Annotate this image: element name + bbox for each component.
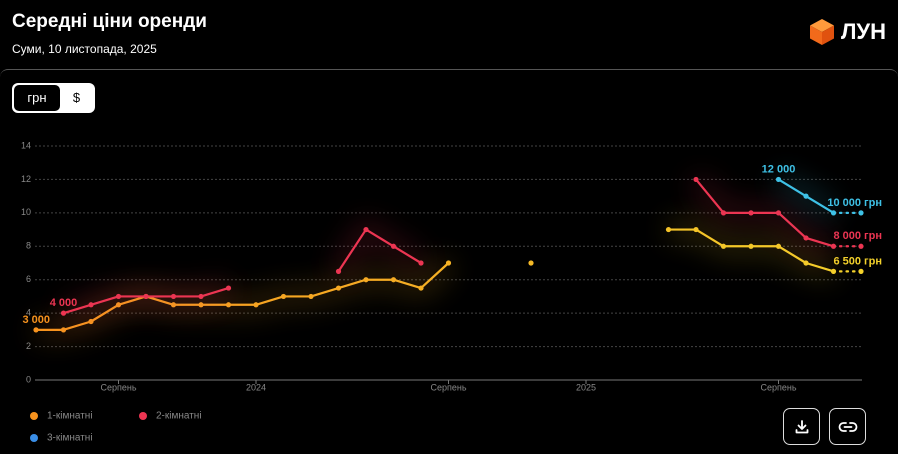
link-button[interactable]	[829, 408, 866, 445]
logo[interactable]: ЛУН	[809, 18, 886, 46]
point	[720, 210, 727, 216]
point	[693, 176, 699, 183]
y-tick-label: 0	[26, 374, 31, 384]
data-label: 10 000 грн	[827, 197, 882, 209]
data-label: 12 000	[762, 163, 796, 175]
legend-marker	[30, 434, 38, 442]
legend-label: 2-кімнатні	[156, 411, 202, 422]
point	[60, 327, 67, 333]
link-icon	[838, 421, 857, 432]
point	[775, 210, 782, 216]
y-tick-label: 14	[21, 140, 31, 150]
subtitle: Суми, 10 листопада, 2025	[12, 42, 157, 56]
point	[335, 285, 342, 291]
point	[363, 277, 369, 283]
point	[858, 243, 864, 249]
logo-icon	[809, 19, 834, 45]
point	[720, 243, 727, 249]
y-tick-label: 4	[26, 308, 31, 318]
x-tick-label: Серпень	[430, 382, 466, 392]
point	[803, 260, 809, 266]
point	[858, 268, 864, 274]
point	[418, 260, 424, 266]
point	[253, 302, 259, 308]
y-tick-label: 2	[26, 341, 31, 351]
point	[775, 243, 782, 249]
data-label: 4 000	[50, 297, 78, 309]
panel	[0, 69, 898, 454]
point	[308, 293, 314, 300]
point	[88, 318, 94, 325]
point	[830, 210, 837, 216]
toggle-option[interactable]: $	[72, 90, 81, 105]
point	[225, 302, 232, 308]
point	[775, 176, 782, 183]
point	[445, 260, 452, 266]
point	[33, 327, 39, 333]
data-label: 8 000 грн	[833, 230, 882, 242]
x-tick-label: 2024	[246, 382, 266, 392]
point	[280, 293, 287, 300]
point	[803, 193, 809, 199]
point	[418, 285, 424, 291]
legend-label: 3-кімнатні	[47, 433, 93, 444]
point	[748, 210, 754, 216]
point	[335, 268, 342, 274]
point	[143, 293, 149, 300]
download-icon	[795, 419, 808, 433]
point	[830, 268, 837, 274]
currency-toggle: грн $	[12, 83, 95, 113]
point	[858, 210, 864, 216]
point	[390, 277, 397, 283]
point	[830, 243, 837, 249]
data-label: 3 000	[22, 314, 50, 326]
y-tick-label: 8	[26, 241, 31, 251]
x-tick-label: 2025	[576, 382, 596, 392]
point	[115, 293, 122, 300]
point	[390, 243, 397, 249]
download-button[interactable]	[783, 408, 820, 445]
x-tick-label: Серпень	[760, 382, 796, 392]
toggle-option[interactable]: грн	[14, 85, 60, 111]
title: Середні ціни оренди	[12, 11, 207, 32]
x-tick-label: Серпень	[100, 382, 136, 392]
y-tick-label: 10	[21, 207, 31, 217]
point	[88, 302, 94, 308]
point	[748, 243, 754, 249]
point	[170, 293, 177, 300]
legend-label: 1-кімнатні	[47, 411, 93, 422]
point	[363, 226, 369, 233]
logo-text: ЛУН	[840, 19, 886, 44]
point	[225, 285, 232, 291]
point	[665, 226, 672, 233]
data-label: 6 500 грн	[833, 255, 882, 267]
point	[693, 226, 699, 233]
legend-marker	[139, 412, 147, 420]
point	[528, 260, 534, 266]
point	[198, 293, 204, 300]
legend-marker	[30, 412, 38, 420]
point	[60, 310, 67, 316]
point	[803, 235, 809, 241]
y-tick-label: 12	[21, 174, 31, 184]
y-tick-label: 6	[26, 274, 31, 284]
